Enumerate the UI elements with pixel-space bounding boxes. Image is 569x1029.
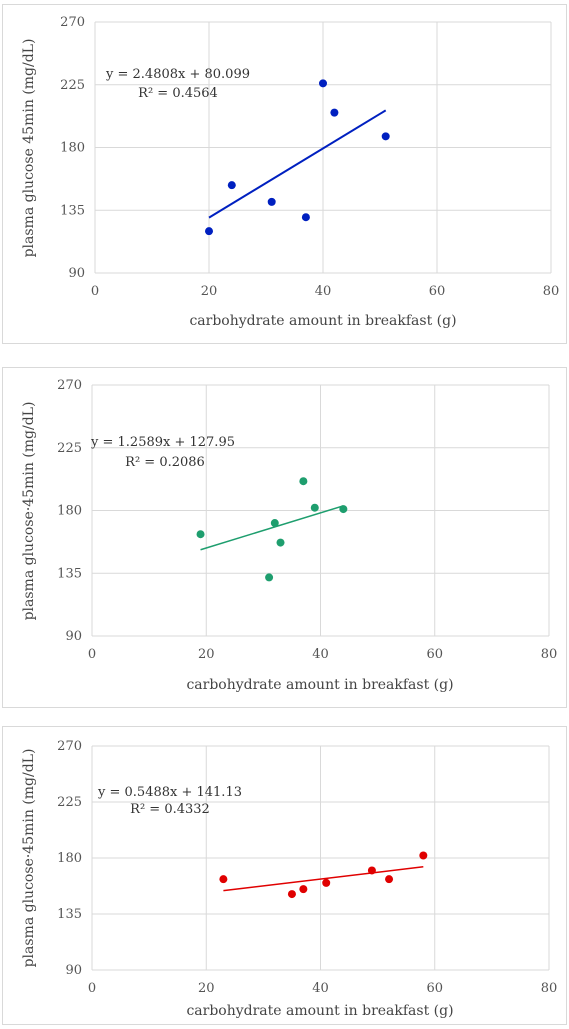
trendline [208,109,387,219]
y-tick-label: 180 [57,504,82,519]
x-tick-label: 20 [201,284,218,299]
data-point [419,851,428,860]
y-tick-label: 225 [60,78,85,93]
y-tick-label: 180 [60,141,85,156]
y-axis-label: plasma glucose·45min (mg/dL) [21,749,37,968]
x-tick-label: 20 [198,981,215,996]
chart-svg-2: 90 135 180 225 270 0 20 40 60 80 y = 1.2589x + 127… [21,378,557,693]
data-point [299,885,308,894]
y-tick-label: 90 [65,963,82,978]
y-tick-label: 90 [65,629,82,644]
x-tick-label: 80 [541,647,558,662]
data-point [270,519,279,528]
y-axis-label: plasma glucose·45min (mg/dL) [21,402,37,621]
data-point [301,213,310,222]
r-squared-label: R² = 0.4564 [138,86,218,101]
trendline-equation: y = 2.4808x + 80.099 [105,67,250,82]
x-axis-label: carbohydrate amount in breakfast (g) [186,1003,453,1019]
y-tick-label: 225 [57,795,82,810]
chart-panel-2: 90 135 180 225 270 0 20 40 60 80 y = 1.2589x + 127… [2,367,567,708]
data-point [367,866,376,875]
r-squared-label: R² = 0.2086 [125,455,205,470]
x-tick-label: 80 [543,284,560,299]
data-point [276,538,285,547]
data-point [319,79,327,88]
data-point [219,875,228,884]
data-point [381,132,390,141]
x-tick-label: 60 [426,647,443,662]
trendline-equation: y = 1.2589x + 127.95 [90,435,235,450]
x-tick-label: 60 [426,981,443,996]
data-point [330,108,339,117]
data-point [385,875,394,884]
x-tick-label: 0 [88,981,96,996]
x-tick-label: 20 [198,647,215,662]
data-point [310,503,319,512]
y-tick-label: 135 [57,566,82,581]
x-tick-label: 60 [429,284,446,299]
chart-panel-1: 90 135 180 225 270 0 20 40 60 80 y = 2.4808x + 80.… [2,4,567,344]
data-point [322,878,331,887]
r-squared-label: R² = 0.4332 [130,802,210,817]
data-point [299,477,308,486]
data-point [227,181,236,190]
data-point [196,530,205,539]
x-axis-label: carbohydrate amount in breakfast (g) [189,313,456,329]
y-axis-label: plasma glucose 45min (mg/dL) [21,39,37,258]
data-point [267,197,276,206]
x-axis-label: carbohydrate amount in breakfast (g) [186,677,453,693]
data-point [265,573,274,582]
trendline [200,505,344,551]
trendline-equation: y = 0.5488x + 141.13 [97,785,242,800]
data-point [339,505,348,514]
x-tick-label: 0 [88,647,96,662]
data-point [287,890,296,899]
y-tick-label: 270 [60,15,85,30]
y-tick-label: 135 [60,203,85,218]
chart-svg-3: 90 135 180 225 270 0 20 40 60 80 y = 0.5488x + 141… [21,739,557,1019]
x-tick-label: 40 [312,647,329,662]
y-tick-label: 180 [57,851,82,866]
y-tick-label: 270 [57,739,82,754]
plot-area: 90 135 180 225 270 0 20 40 60 80 y = 0.5488x + 141… [57,739,557,996]
trendline [223,866,424,892]
x-tick-label: 0 [91,284,99,299]
y-tick-label: 90 [68,266,85,281]
x-tick-label: 80 [541,981,558,996]
chart-svg-1: 90 135 180 225 270 0 20 40 60 80 y = 2.4808x + 80.… [21,15,559,329]
chart-panel-3: 90 135 180 225 270 0 20 40 60 80 y = 0.5488x + 141… [2,726,567,1025]
y-tick-label: 135 [57,907,82,922]
plot-area: 90 135 180 225 270 0 20 40 60 80 y = 2.4808x + 80.… [60,15,559,299]
x-tick-label: 40 [312,981,329,996]
data-point [205,227,213,236]
y-tick-label: 225 [57,441,82,456]
x-tick-label: 40 [315,284,332,299]
y-tick-label: 270 [57,378,82,393]
plot-area: 90 135 180 225 270 0 20 40 60 80 y = 1.2589x + 127… [57,378,557,662]
